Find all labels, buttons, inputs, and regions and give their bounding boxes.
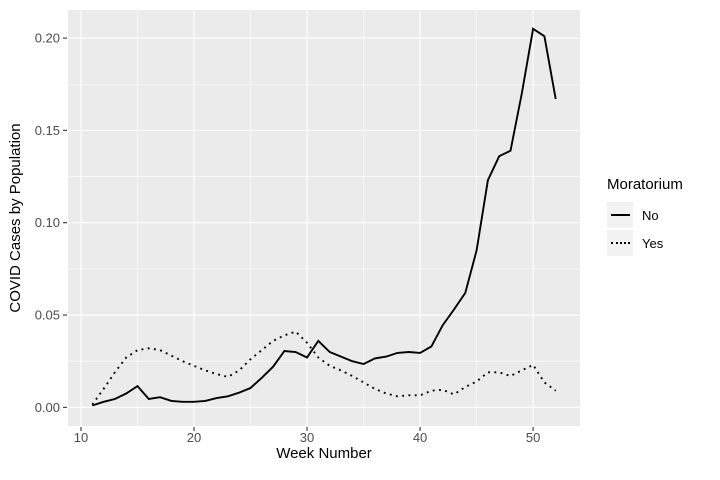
panel-background <box>68 10 580 426</box>
legend-key-yes <box>607 230 633 256</box>
y-tick-label: 0.10 <box>35 215 60 230</box>
y-tick-labels: 0.00 0.05 0.10 0.15 0.20 <box>35 31 60 415</box>
x-tick-label: 20 <box>187 430 201 445</box>
y-tick-label: 0.05 <box>35 308 60 323</box>
legend-entry-yes: Yes <box>607 230 683 256</box>
x-tick-label: 10 <box>74 430 88 445</box>
legend-label-no: No <box>642 207 659 223</box>
y-axis-title: COVID Cases by Population <box>7 123 24 313</box>
legend-label-yes: Yes <box>642 235 664 251</box>
series-line-yes <box>91 330 557 406</box>
axis-tick-marks <box>63 37 534 431</box>
x-tick-label: 40 <box>413 430 427 445</box>
y-tick-label: 0.15 <box>35 123 60 138</box>
legend-key-no <box>607 202 633 228</box>
legend: Moratorium No Yes <box>607 176 683 258</box>
minor-gridlines <box>68 10 580 426</box>
y-tick-label: 0.00 <box>35 400 60 415</box>
series-line-no <box>92 27 557 407</box>
x-tick-label: 30 <box>300 430 314 445</box>
dotted-line-sample-icon <box>610 242 630 244</box>
solid-line-sample-icon <box>610 214 630 216</box>
legend-title: Moratorium <box>607 176 683 193</box>
x-tick-label: 50 <box>526 430 540 445</box>
y-tick-label: 0.20 <box>35 31 60 46</box>
x-axis-title: Week Number <box>276 445 372 462</box>
legend-entry-no: No <box>607 202 683 228</box>
x-tick-labels: 10 20 30 40 50 <box>74 430 541 445</box>
